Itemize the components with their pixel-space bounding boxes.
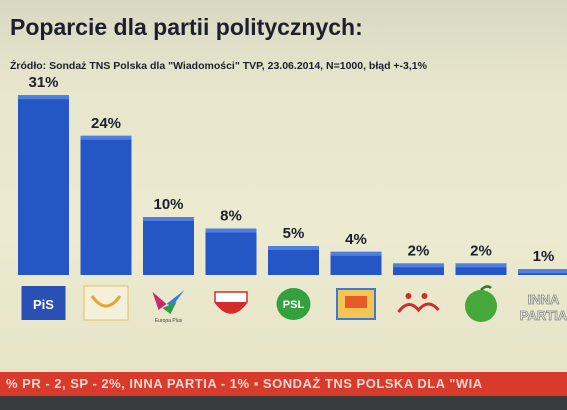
- bar-4: [268, 246, 319, 275]
- polska-razem-logo-leaf-icon: [480, 285, 492, 291]
- bar-value-label-3: 8%: [220, 208, 242, 225]
- bar-value-label-4: 5%: [283, 225, 305, 242]
- bar-highlight-6: [393, 263, 444, 268]
- bar-0: [18, 95, 69, 275]
- bar-highlight-4: [268, 246, 319, 250]
- bar-value-label-2: 10%: [153, 196, 183, 213]
- bar-highlight-2: [143, 217, 194, 221]
- polska-razem-logo-apple-icon: [465, 290, 497, 322]
- ticker-text: % PR - 2, SP - 2%, INNA PARTIA - 1% ▪ SO…: [6, 376, 483, 391]
- bar-5: [330, 251, 382, 275]
- bar-7: [455, 263, 507, 275]
- bar-highlight-0: [18, 95, 69, 100]
- bar-chart: 31% PiS 24% 10% Europa Plus 8% 5% PSL 4% 2% 2% 1% IN…: [18, 74, 567, 324]
- europa-plus-logo-icon: [152, 292, 167, 310]
- nowa-prawica-logo-inner-icon: [345, 296, 367, 308]
- bar-1: [80, 135, 132, 275]
- pis-logo-text: PiS: [33, 297, 54, 312]
- po-logo-icon: [83, 285, 129, 321]
- europa-plus-logo-wing-icon: [166, 290, 185, 306]
- bar-value-label-8: 1%: [533, 248, 555, 265]
- chart-title: Poparcie dla partii politycznych:: [10, 14, 363, 40]
- sld-logo-red-half-icon: [215, 302, 247, 313]
- bar-highlight-8: [518, 269, 567, 274]
- solidarna-polska-logo-head-icon: [405, 293, 412, 299]
- psl-logo-text: PSL: [283, 299, 305, 311]
- bar-highlight-7: [455, 263, 507, 268]
- news-ticker: % PR - 2, SP - 2%, INNA PARTIA - 1% ▪ SO…: [0, 372, 567, 396]
- solidarna-polska-logo-head2-icon: [421, 293, 428, 299]
- bar-value-label-0: 31%: [28, 74, 58, 91]
- inna-partia-logo-text-line2: PARTIA: [520, 308, 567, 323]
- bar-value-label-6: 2%: [408, 242, 430, 259]
- solidarna-polska-logo-icon: [397, 302, 440, 313]
- bar-value-label-1: 24%: [91, 115, 121, 132]
- bar-highlight-5: [330, 251, 382, 256]
- europa-plus-logo-leaf-icon: [162, 302, 177, 314]
- bar-3: [205, 228, 257, 275]
- chart-source-note: Źródło: Sondaż TNS Polska dla "Wiadomośc…: [10, 60, 427, 72]
- bar-6: [393, 263, 444, 275]
- bar-highlight-1: [80, 135, 132, 140]
- pis-logo-icon: [21, 286, 66, 320]
- bar-highlight-3: [205, 228, 257, 233]
- europa-plus-logo-text: Europa Plus: [155, 318, 183, 324]
- inna-partia-logo-text-line1: INNA: [528, 292, 560, 307]
- psl-logo-icon: [276, 288, 311, 320]
- bar-value-label-7: 2%: [470, 242, 492, 259]
- screen-bottom-edge: [0, 396, 567, 410]
- po-logo-smile-icon: [90, 295, 122, 308]
- bar-value-label-5: 4%: [345, 231, 367, 248]
- bar-2: [143, 217, 194, 275]
